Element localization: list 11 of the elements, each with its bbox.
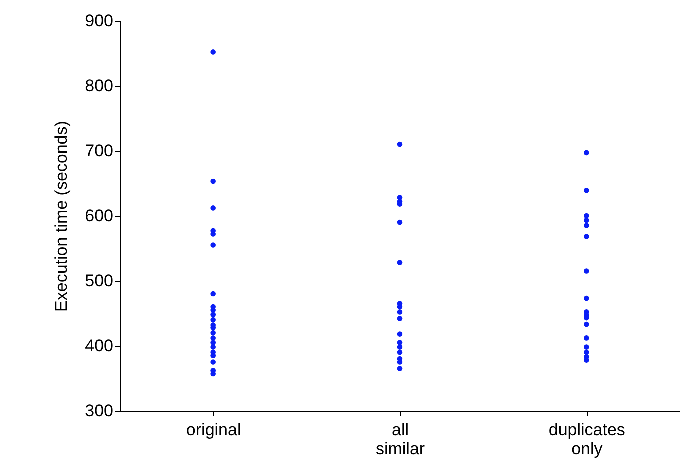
y-tick-label: 400: [85, 336, 114, 356]
y-tick-label: 300: [85, 402, 114, 420]
x-tick-label: all similar: [376, 420, 426, 458]
y-tick-label: 500: [85, 272, 114, 290]
y-tick-label: 900: [85, 12, 114, 30]
y-tick-label: 700: [85, 142, 114, 160]
y-tick-label: 600: [85, 206, 114, 226]
y-axis-title: Execution time (seconds): [52, 121, 72, 312]
y-tick-label: 800: [85, 76, 114, 96]
x-tick-label: original: [186, 420, 242, 440]
x-tick-label: duplicates only: [548, 420, 626, 458]
